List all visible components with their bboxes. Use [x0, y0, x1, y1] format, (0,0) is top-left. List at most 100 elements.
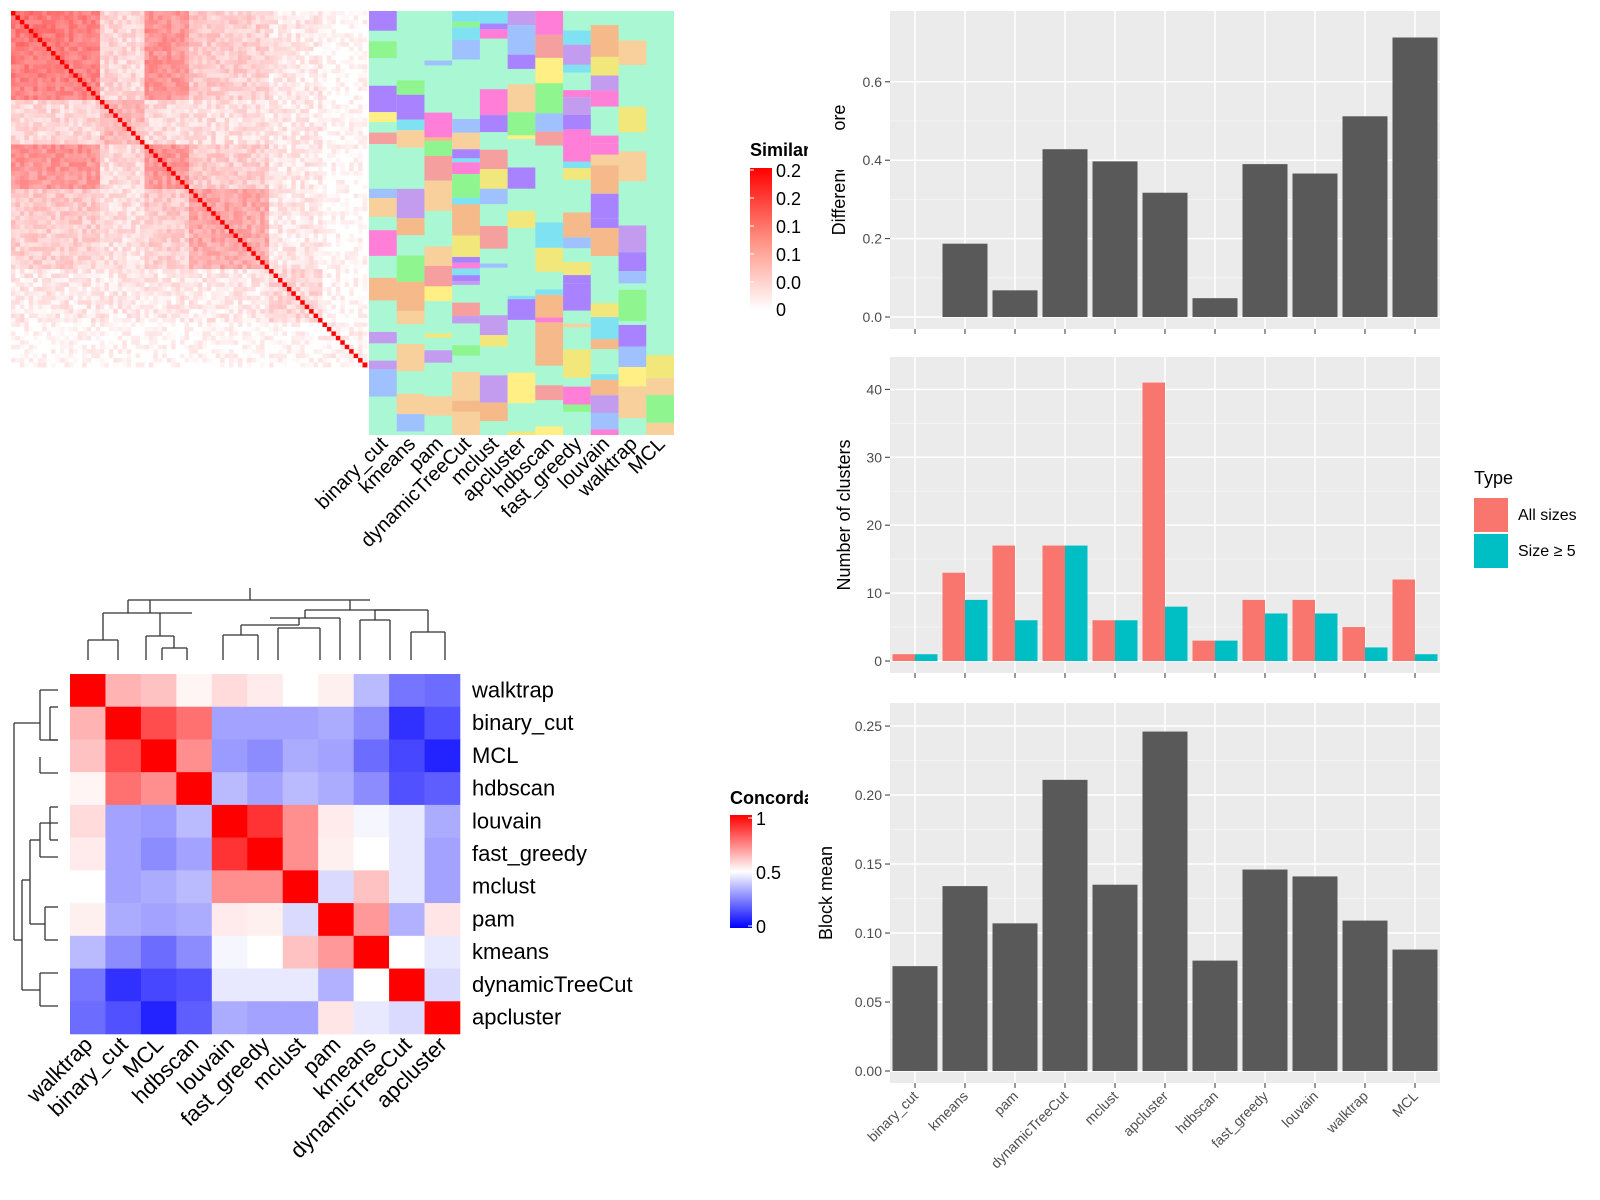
similarity-cell: [55, 269, 61, 274]
similarity-cell: [82, 126, 88, 132]
similarity-cell: [362, 33, 368, 39]
similarity-cell: [24, 171, 30, 177]
similarity-cell: [197, 77, 203, 83]
similarity-cell: [131, 104, 136, 110]
similarity-cell: [362, 148, 368, 154]
similarity-cell: [300, 224, 306, 230]
similarity-cell: [340, 202, 346, 208]
similarity-cell: [108, 157, 114, 163]
similarity-cell: [260, 202, 266, 208]
similarity-cell: [24, 166, 30, 172]
similarity-cell: [77, 255, 83, 261]
similarity-cell: [171, 117, 177, 123]
similarity-cell: [95, 55, 101, 61]
similarity-cell: [220, 260, 225, 266]
similarity-cell: [86, 233, 92, 239]
similarity-cell: [353, 46, 359, 52]
similarity-cell: [309, 82, 314, 88]
similarity-cell: [104, 171, 110, 177]
similarity-cell: [278, 157, 283, 163]
similarity-cell: [175, 233, 181, 239]
similarity-cell: [171, 148, 177, 154]
similarity-cell: [189, 211, 194, 217]
similarity-cell: [344, 104, 350, 110]
similarity-cell: [246, 175, 252, 181]
similarity-cell: [37, 15, 43, 21]
similarity-cell: [144, 24, 150, 30]
similarity-cell: [144, 51, 150, 56]
similarity-cell: [260, 19, 266, 25]
similarity-cell: [11, 184, 16, 190]
similarity-cell: [51, 246, 56, 252]
similarity-cell: [335, 135, 341, 141]
similarity-cell: [322, 82, 328, 88]
similarity-cell: [180, 189, 185, 194]
similarity-cell: [117, 64, 123, 70]
similarity-cell: [246, 37, 252, 43]
similarity-cell: [77, 260, 83, 266]
similarity-cell: [326, 171, 332, 177]
similarity-cell: [64, 24, 70, 30]
similarity-cell: [206, 113, 212, 119]
similarity-cell: [104, 251, 110, 257]
similarity-cell: [358, 278, 363, 283]
similarity-cell: [73, 242, 79, 248]
similarity-cell: [331, 42, 337, 47]
similarity-cell: [117, 237, 123, 243]
similarity-cell: [220, 162, 225, 168]
similarity-cell: [77, 171, 83, 177]
similarity-cell: [309, 55, 314, 61]
similarity-cell: [11, 77, 16, 83]
similarity-cell: [318, 131, 323, 136]
similarity-cell: [273, 171, 279, 177]
similarity-cell: [291, 28, 297, 34]
similarity-cell: [180, 140, 185, 145]
similarity-cell: [95, 246, 101, 252]
similarity-cell: [104, 215, 110, 221]
similarity-cell: [144, 242, 150, 248]
similarity-cell: [175, 144, 181, 150]
similarity-cell: [286, 282, 292, 288]
similarity-cell: [184, 86, 190, 92]
similarity-cell: [104, 246, 110, 252]
similarity-cell: [144, 46, 150, 52]
similarity-cell: [189, 171, 194, 177]
similarity-cell: [197, 126, 203, 132]
similarity-cell: [157, 184, 163, 190]
similarity-cell: [51, 162, 56, 168]
similarity-cell: [349, 269, 355, 274]
similarity-cell: [184, 46, 190, 52]
similarity-cell: [193, 260, 199, 266]
similarity-cell: [140, 157, 145, 163]
similarity-cell: [251, 95, 257, 101]
similarity-cell: [37, 11, 43, 16]
similarity-cell: [15, 180, 21, 185]
similarity-cell: [331, 68, 337, 74]
similarity-cell: [104, 28, 110, 34]
similarity-cell: [33, 215, 39, 221]
similarity-cell: [331, 246, 337, 252]
similarity-cell: [28, 162, 34, 168]
similarity-cell: [340, 77, 346, 83]
similarity-cell: [264, 255, 270, 261]
similarity-cell: [148, 220, 154, 225]
similarity-cell: [202, 278, 208, 283]
similarity-cell: [157, 46, 163, 52]
similarity-cell: [349, 15, 355, 21]
similarity-cell: [140, 117, 145, 123]
similarity-cell: [68, 95, 74, 101]
similarity-cell: [344, 157, 350, 163]
similarity-cell: [59, 148, 65, 154]
similarity-cell: [229, 42, 234, 47]
similarity-cell: [122, 162, 128, 168]
similarity-cell: [197, 233, 203, 239]
similarity-cell: [184, 202, 190, 208]
similarity-cell: [362, 237, 368, 243]
similarity-cell: [51, 68, 56, 74]
similarity-cell: [108, 148, 114, 154]
similarity-cell: [344, 68, 350, 74]
similarity-cell: [42, 73, 47, 79]
similarity-cell: [282, 184, 288, 190]
similarity-cell: [251, 46, 257, 52]
similarity-cell: [211, 140, 217, 145]
